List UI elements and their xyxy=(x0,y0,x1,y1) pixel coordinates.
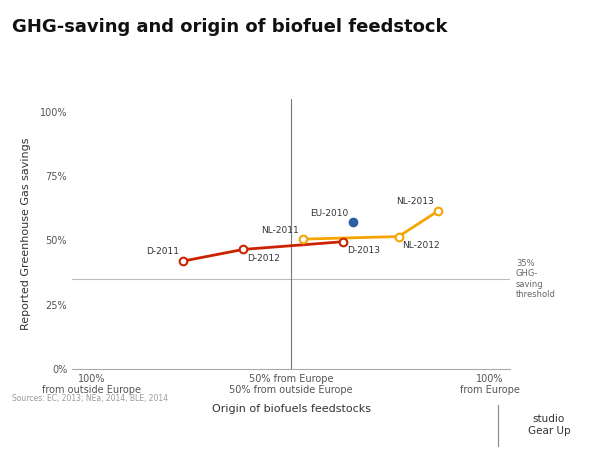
Text: D-2011: D-2011 xyxy=(146,248,179,256)
Y-axis label: Reported Greenhouse Gas savings: Reported Greenhouse Gas savings xyxy=(22,138,31,330)
Text: Sources: EC, 2013; NEa, 2014, BLE, 2014: Sources: EC, 2013; NEa, 2014, BLE, 2014 xyxy=(12,394,168,403)
Text: NL-2013: NL-2013 xyxy=(397,197,434,206)
X-axis label: Origin of biofuels feedstocks: Origin of biofuels feedstocks xyxy=(212,404,371,414)
Text: NL-2012: NL-2012 xyxy=(403,241,440,250)
Text: studio
Gear Up: studio Gear Up xyxy=(527,414,571,436)
Text: GHG-saving and origin of biofuel feedstock: GHG-saving and origin of biofuel feedsto… xyxy=(12,18,448,36)
Text: D-2012: D-2012 xyxy=(247,254,280,263)
Text: 35%
GHG-
saving
threshold: 35% GHG- saving threshold xyxy=(516,259,556,299)
Text: EU-2010: EU-2010 xyxy=(310,209,349,218)
Text: NL-2011: NL-2011 xyxy=(261,225,299,234)
Text: D-2013: D-2013 xyxy=(347,246,380,255)
